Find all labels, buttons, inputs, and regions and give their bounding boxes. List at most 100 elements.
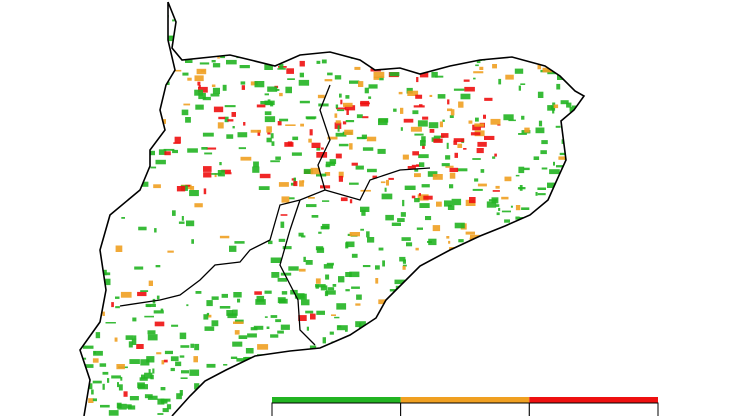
patch <box>363 36 366 42</box>
patch <box>526 347 536 353</box>
patch <box>146 21 151 27</box>
patch <box>107 378 110 383</box>
patch <box>219 235 230 239</box>
patch <box>436 345 442 349</box>
patch <box>257 344 269 350</box>
patch <box>224 116 229 123</box>
patch <box>487 274 495 278</box>
patch <box>550 224 558 229</box>
patch <box>211 173 222 175</box>
patch <box>351 286 360 289</box>
patch <box>415 328 423 332</box>
patch <box>257 130 261 136</box>
patch <box>539 216 546 221</box>
patch <box>240 156 252 161</box>
patch <box>291 152 302 156</box>
patch <box>300 123 304 127</box>
patch <box>402 154 409 160</box>
patch <box>215 407 223 410</box>
patch <box>349 271 360 278</box>
patch <box>427 286 435 288</box>
patch <box>411 164 421 167</box>
patch <box>285 124 296 126</box>
patch <box>396 32 399 38</box>
patch <box>407 387 416 393</box>
patch <box>553 59 563 63</box>
patch <box>247 39 254 42</box>
patch <box>288 377 293 382</box>
patch <box>567 62 570 67</box>
patch <box>155 159 166 165</box>
patch <box>509 19 520 23</box>
patch <box>480 242 484 246</box>
patch <box>378 299 388 305</box>
patch <box>86 100 90 105</box>
patch <box>417 120 428 127</box>
patch <box>498 243 505 250</box>
patch <box>443 25 449 32</box>
patch <box>206 300 213 307</box>
patch <box>287 5 292 11</box>
patch <box>473 375 481 382</box>
patch <box>140 290 149 292</box>
patch <box>585 390 588 395</box>
patch <box>571 195 578 202</box>
patch <box>576 221 584 225</box>
patch <box>211 29 215 33</box>
patch <box>277 278 287 282</box>
patch <box>571 192 578 195</box>
patch <box>457 281 465 284</box>
patch <box>226 383 231 387</box>
patch <box>395 359 399 365</box>
patch <box>329 26 338 32</box>
patch <box>154 228 157 233</box>
patch <box>225 403 231 410</box>
patch <box>100 174 107 180</box>
patch <box>335 132 347 137</box>
patch <box>352 382 356 386</box>
patch <box>352 36 356 39</box>
patch <box>337 109 345 112</box>
patch <box>366 231 370 238</box>
patch <box>560 213 564 219</box>
patch <box>382 260 385 267</box>
patch <box>509 307 518 310</box>
patch <box>247 361 257 365</box>
patch <box>479 66 484 70</box>
patch <box>103 278 111 286</box>
patch <box>571 181 576 185</box>
patch <box>570 345 574 349</box>
patch <box>230 372 234 376</box>
patch <box>557 19 566 26</box>
patch <box>163 148 175 151</box>
patch <box>532 381 543 387</box>
patch <box>316 38 325 44</box>
patch <box>133 335 137 340</box>
patch <box>289 197 295 200</box>
patch <box>211 84 216 87</box>
patch <box>517 338 521 342</box>
patch <box>152 84 161 86</box>
patch <box>565 77 574 81</box>
patch <box>475 64 479 67</box>
patch <box>463 79 470 82</box>
patch <box>266 126 272 133</box>
patch <box>448 240 451 244</box>
legend-box <box>528 402 659 416</box>
patch <box>292 136 299 141</box>
patch <box>293 181 298 187</box>
patch <box>206 14 212 18</box>
patch <box>298 232 304 237</box>
patch <box>216 43 224 47</box>
patch <box>402 350 414 355</box>
patch <box>385 214 394 221</box>
patch <box>542 31 546 38</box>
patch <box>564 68 568 71</box>
patch <box>443 273 447 278</box>
patch <box>411 195 416 199</box>
patch <box>245 11 250 17</box>
patch <box>349 182 359 185</box>
patch <box>271 272 280 278</box>
patch <box>147 334 158 341</box>
patch <box>538 321 549 323</box>
